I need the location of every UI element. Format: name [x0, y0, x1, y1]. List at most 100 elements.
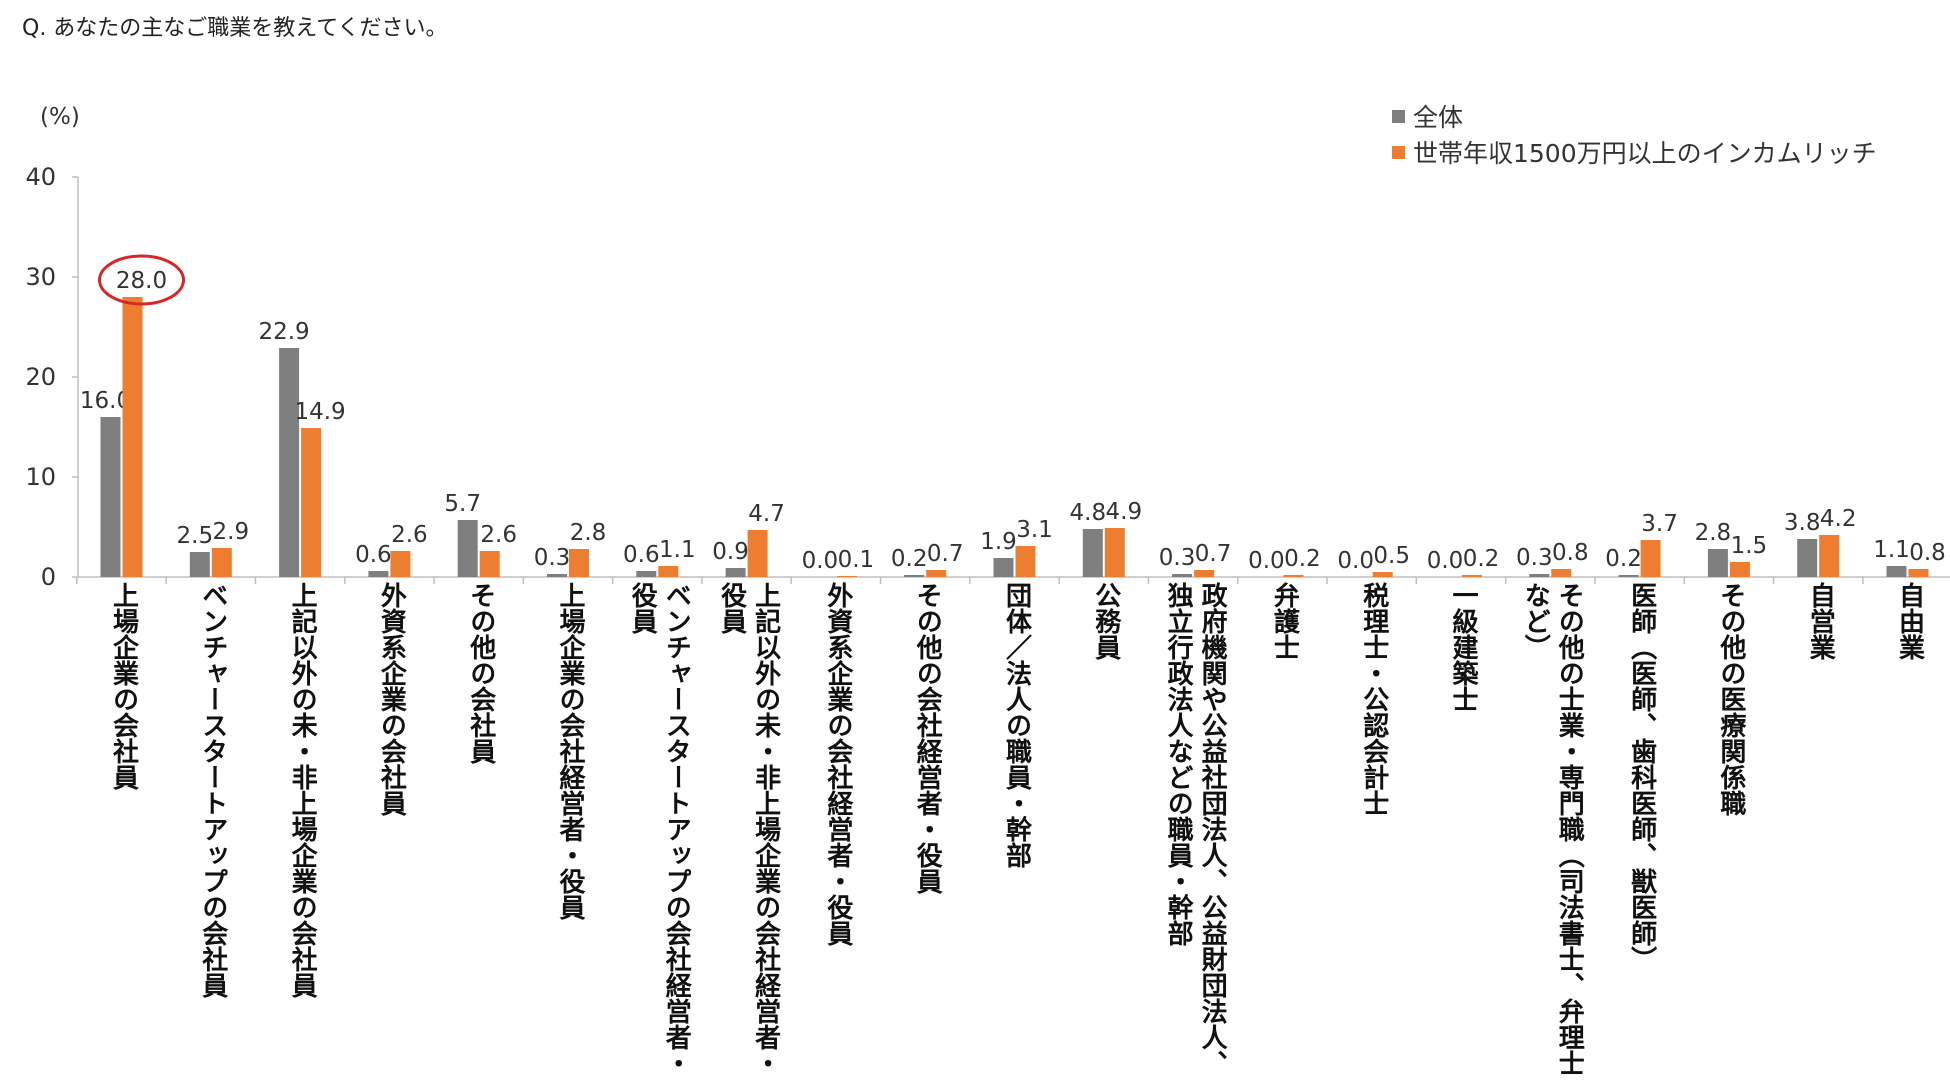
bar-overall: [636, 571, 657, 577]
bar-rich: [122, 297, 143, 577]
category-label: 上場企業の会社経営者・役員: [555, 582, 585, 920]
value-label-rich: 2.6: [391, 522, 428, 548]
bar-rich: [1908, 569, 1929, 577]
y-tick-label: 10: [25, 463, 56, 491]
category-label: 団体／法人の職員・幹部: [1001, 582, 1032, 868]
value-label-rich: 4.2: [1820, 506, 1857, 532]
value-label-rich: 0.2: [1284, 546, 1321, 572]
chart-legend: 全体 世帯年収1500万円以上のインカムリッチ: [1392, 98, 1877, 170]
highlight-circle: [98, 254, 185, 306]
value-label-rich: 2.9: [213, 519, 250, 545]
category-label: 政府機関や公益社団法人、公益財団法人、独立行政法人などの職員・幹部: [1163, 582, 1228, 1076]
bar-overall: [904, 575, 925, 577]
y-tick-label: 30: [25, 263, 56, 291]
bar-overall: [725, 568, 746, 577]
value-label-rich: 0.1: [838, 547, 875, 573]
bar-rich: [1729, 562, 1750, 577]
value-label-rich: 2.8: [570, 520, 607, 546]
category-label: その他の会社経営者・役員: [912, 582, 943, 894]
bar-overall: [1886, 566, 1907, 577]
bar-overall: [1797, 539, 1818, 577]
value-label-overall: 1.1: [1873, 537, 1910, 563]
category-label: 上記以外の未・非上場企業の会社員: [287, 582, 318, 998]
value-label-overall: 0.2: [891, 546, 928, 572]
value-label-overall: 0.0: [1248, 548, 1285, 574]
value-label-rich: 3.1: [1016, 517, 1053, 543]
bar-rich: [836, 576, 857, 577]
value-label-overall: 5.7: [444, 491, 481, 517]
value-label-overall: 4.8: [1070, 500, 1107, 526]
value-label-overall: 0.3: [1516, 545, 1553, 571]
value-label-rich: 0.2: [1463, 546, 1500, 572]
bar-rich: [926, 570, 947, 577]
category-label: その他の医療関係職: [1715, 582, 1746, 816]
category-label: 上場企業の会社員: [108, 582, 139, 790]
value-label-rich: 0.7: [1195, 541, 1232, 567]
value-label-rich: 1.5: [1731, 533, 1768, 559]
value-label-overall: 0.0: [1427, 548, 1464, 574]
value-label-rich: 3.7: [1641, 511, 1678, 537]
value-label-rich: 28.0: [116, 268, 167, 294]
question-text: Q. あなたの主なご職業を教えてください。: [22, 16, 448, 41]
bar-overall: [547, 574, 567, 577]
value-label-rich: 4.9: [1106, 499, 1143, 525]
category-label: その他の会社員: [465, 582, 496, 764]
legend-swatch-overall: [1392, 109, 1405, 123]
legend-label-rich: 世帯年収1500万円以上のインカムリッチ: [1413, 139, 1877, 168]
legend-item-rich: 世帯年収1500万円以上のインカムリッチ: [1392, 134, 1877, 170]
legend-swatch-rich: [1392, 145, 1405, 159]
category-label: 外資系企業の会社員: [376, 582, 407, 816]
value-label-rich: 4.7: [748, 501, 785, 527]
bar-rich: [1104, 528, 1125, 577]
value-label-overall: 0.3: [1159, 545, 1196, 571]
bar-rich: [301, 428, 322, 577]
bar-rich: [1194, 570, 1215, 577]
value-label-overall: 0.0: [1337, 548, 1374, 574]
bar-rich: [747, 530, 768, 577]
bar-overall: [1172, 574, 1193, 577]
value-label-overall: 22.9: [258, 319, 309, 345]
value-label-rich: 0.8: [1909, 540, 1946, 566]
value-label-overall: 2.5: [177, 523, 214, 549]
bar-rich: [1372, 572, 1393, 577]
bar-overall: [1082, 529, 1103, 577]
bar-rich: [211, 548, 232, 577]
value-label-overall: 0.0: [802, 548, 839, 574]
value-label-overall: 0.3: [534, 545, 571, 571]
category-label: ベンチャースタートアップの会社経営者・役員: [627, 582, 692, 1076]
bar-overall: [368, 571, 389, 577]
value-label-overall: 0.6: [355, 542, 392, 568]
legend-item-overall: 全体: [1392, 98, 1877, 134]
bar-rich: [658, 566, 679, 577]
bar-overall: [100, 417, 121, 577]
bar-rich: [1819, 535, 1840, 577]
legend-label-overall: 全体: [1413, 103, 1464, 132]
y-tick-label: 40: [25, 163, 56, 191]
bar-overall: [279, 348, 300, 577]
bar-rich: [1640, 540, 1661, 577]
bar-overall: [1618, 575, 1639, 577]
category-label: 自営業: [1805, 582, 1836, 660]
bar-rich: [1551, 569, 1572, 577]
value-label-overall: 0.9: [712, 539, 749, 565]
category-label: 上記以外の未・非上場企業の会社経営者・役員: [716, 582, 781, 1076]
bar-overall: [189, 552, 210, 577]
value-label-rich: 0.8: [1552, 540, 1589, 566]
y-tick-label: 20: [25, 363, 56, 391]
value-label-overall: 0.6: [623, 542, 660, 568]
y-axis-unit-label: (%): [40, 104, 80, 130]
bar-overall: [457, 520, 478, 577]
value-label-rich: 2.6: [480, 522, 517, 548]
value-label-overall: 3.8: [1784, 510, 1821, 536]
category-label: ベンチャースタートアップの会社員: [197, 582, 228, 998]
value-label-overall: 0.2: [1605, 546, 1642, 572]
bar-overall: [1529, 574, 1550, 577]
bar-rich: [479, 551, 500, 577]
category-label: 公務員: [1090, 582, 1121, 660]
value-label-rich: 0.7: [927, 541, 964, 567]
category-label: 弁護士: [1269, 582, 1300, 660]
value-label-overall: 1.9: [980, 529, 1017, 555]
value-label-overall: 2.8: [1695, 520, 1732, 546]
bar-overall: [993, 558, 1014, 577]
